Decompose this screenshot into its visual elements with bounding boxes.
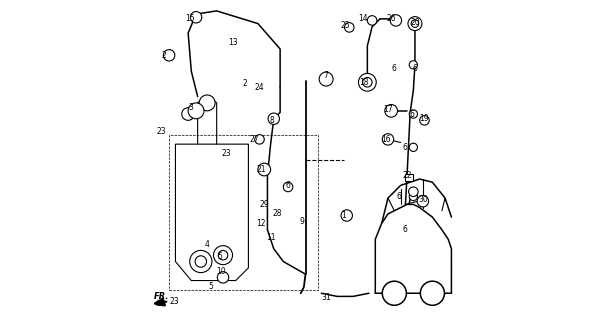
Circle shape: [189, 251, 212, 273]
Bar: [169, 135, 318, 290]
Text: 24: 24: [255, 83, 265, 92]
Text: 3: 3: [189, 103, 194, 112]
Text: 26: 26: [386, 14, 396, 23]
Text: 13: 13: [228, 38, 237, 47]
Circle shape: [385, 105, 398, 117]
Text: 22: 22: [402, 172, 412, 180]
Text: 6: 6: [285, 181, 290, 190]
Circle shape: [258, 163, 271, 176]
Text: 23: 23: [221, 149, 231, 158]
Polygon shape: [175, 144, 249, 281]
Text: 4: 4: [205, 240, 210, 249]
Text: 10: 10: [217, 267, 226, 276]
Text: 29: 29: [260, 200, 269, 209]
Circle shape: [382, 281, 406, 305]
Circle shape: [341, 210, 353, 221]
Circle shape: [411, 20, 419, 28]
Text: 12: 12: [257, 219, 266, 228]
Circle shape: [409, 226, 417, 234]
Text: 5: 5: [208, 282, 213, 292]
Polygon shape: [375, 204, 452, 293]
Circle shape: [420, 116, 429, 125]
Circle shape: [409, 187, 418, 196]
Circle shape: [409, 110, 417, 118]
Text: 31: 31: [321, 293, 331, 302]
Text: 6: 6: [403, 225, 408, 234]
Text: 25: 25: [340, 21, 350, 30]
Circle shape: [390, 15, 401, 26]
Text: 27: 27: [250, 135, 260, 144]
Text: 16: 16: [382, 135, 391, 144]
Text: 23: 23: [156, 127, 166, 136]
Text: 14: 14: [358, 14, 367, 23]
Text: 30: 30: [418, 195, 428, 204]
Circle shape: [255, 135, 265, 144]
Circle shape: [345, 23, 354, 32]
Circle shape: [199, 95, 215, 111]
Circle shape: [382, 134, 393, 145]
Text: 2: 2: [243, 79, 247, 88]
Text: 11: 11: [266, 233, 276, 242]
Circle shape: [409, 192, 417, 201]
Circle shape: [408, 17, 422, 31]
Text: FR.: FR.: [153, 292, 169, 301]
Circle shape: [367, 16, 377, 25]
Text: 6: 6: [392, 63, 397, 73]
Circle shape: [362, 77, 372, 87]
Circle shape: [213, 246, 233, 265]
Text: 6: 6: [397, 192, 401, 201]
Text: 15: 15: [185, 14, 194, 23]
Circle shape: [218, 251, 228, 260]
Text: 21: 21: [257, 165, 266, 174]
Text: 6: 6: [409, 109, 414, 118]
Text: 28: 28: [272, 209, 282, 219]
Circle shape: [163, 50, 175, 61]
Circle shape: [268, 113, 279, 124]
Circle shape: [319, 72, 333, 86]
Bar: [406, 174, 414, 180]
Text: 2: 2: [162, 51, 167, 60]
Text: 18: 18: [359, 78, 369, 87]
Circle shape: [218, 272, 229, 283]
Circle shape: [359, 73, 376, 91]
Circle shape: [417, 196, 428, 207]
Text: 6: 6: [412, 63, 417, 73]
Circle shape: [420, 281, 444, 305]
Text: 23: 23: [169, 297, 178, 306]
Text: 7: 7: [324, 71, 329, 80]
Text: 6: 6: [403, 143, 408, 152]
Text: 20: 20: [410, 18, 420, 27]
Text: 1: 1: [341, 211, 346, 220]
Circle shape: [409, 61, 417, 69]
Text: 8: 8: [270, 116, 274, 125]
Circle shape: [409, 143, 417, 151]
Text: 19: 19: [420, 114, 430, 123]
Text: 17: 17: [383, 105, 393, 114]
Circle shape: [182, 108, 194, 120]
Circle shape: [426, 288, 438, 299]
Circle shape: [191, 12, 202, 23]
Circle shape: [284, 182, 293, 192]
Circle shape: [389, 288, 400, 299]
Circle shape: [188, 103, 204, 119]
Text: 5: 5: [218, 252, 222, 261]
Circle shape: [195, 256, 207, 267]
Text: 9: 9: [300, 217, 305, 226]
